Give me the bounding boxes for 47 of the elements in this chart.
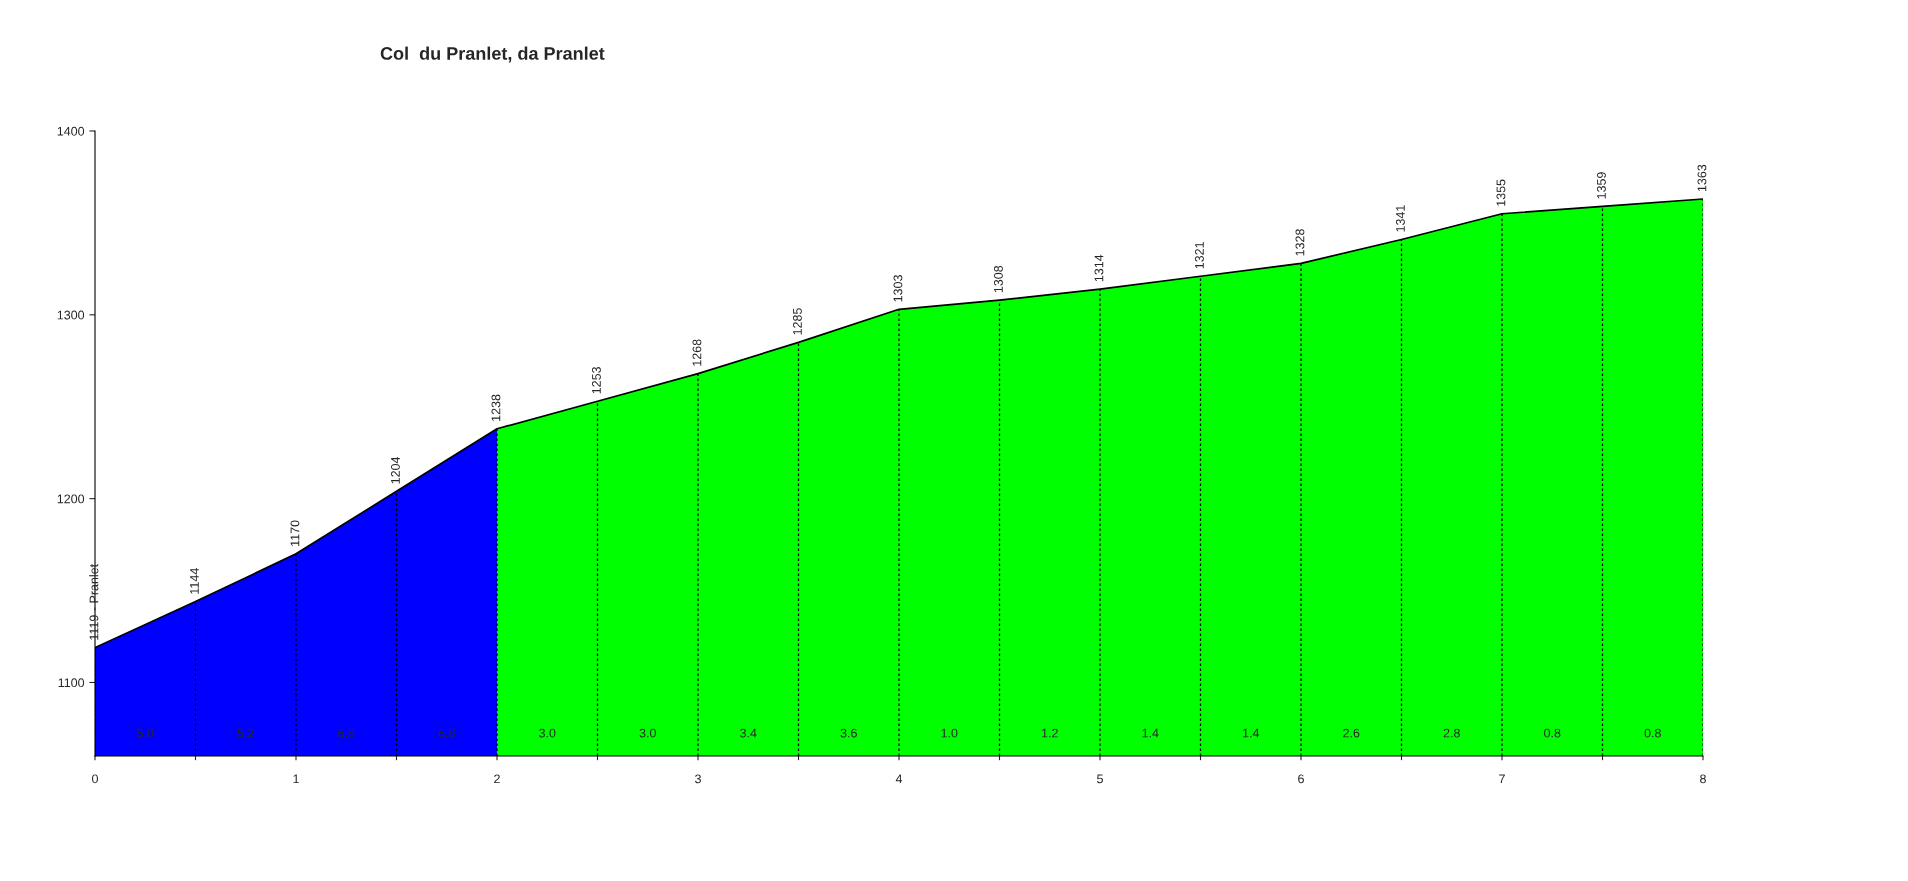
chart-title: Col du Pranlet, da Pranlet xyxy=(380,46,605,63)
annotation: 1.4 xyxy=(1243,728,1260,738)
annotation: 6.8 xyxy=(338,728,355,738)
data-label: 1285 xyxy=(793,308,802,335)
x-tick-label: 3 xyxy=(695,774,701,784)
x-tick-label: 8 xyxy=(1700,774,1706,784)
data-label: 1238 xyxy=(491,394,501,421)
annotation: 5.2 xyxy=(237,728,254,738)
x-tick-label: 7 xyxy=(1499,774,1505,784)
data-label: 1144 xyxy=(190,568,199,594)
data-label: 1328 xyxy=(1295,229,1305,256)
annotation: 6.8 xyxy=(438,728,455,738)
data-label: 1253 xyxy=(592,367,601,394)
data-label: 1170 xyxy=(290,520,300,546)
data-label: 1363 xyxy=(1697,164,1707,192)
data-label: 1314 xyxy=(1094,254,1104,282)
annotation: 0.8 xyxy=(1544,728,1561,738)
x-tick-label: 1 xyxy=(293,774,299,784)
data-label: 1308 xyxy=(994,265,1003,293)
data-label: 1355 xyxy=(1496,179,1506,206)
data-label: 1359 xyxy=(1597,172,1606,199)
x-tick-label: 5 xyxy=(1097,774,1103,784)
annotation: 3.0 xyxy=(539,728,556,738)
annotation: 5.0 xyxy=(137,728,154,738)
annotation: 0.8 xyxy=(1644,728,1661,738)
annotation: 2.6 xyxy=(1343,728,1360,738)
annotation: 1.0 xyxy=(941,728,958,738)
y-tick-label: 1200 xyxy=(57,494,85,504)
y-tick-label: 1100 xyxy=(58,678,85,688)
x-tick-label: 0 xyxy=(92,774,98,784)
annotation: 2.8 xyxy=(1443,728,1460,738)
y-tick-label: 1400 xyxy=(57,126,85,136)
x-tick-label: 2 xyxy=(494,774,500,784)
data-label: 1303 xyxy=(893,275,903,302)
x-tick-label: 6 xyxy=(1298,774,1304,784)
annotation: 1.4 xyxy=(1142,728,1159,738)
annotation: 3.0 xyxy=(639,728,656,738)
annotation: 3.4 xyxy=(740,728,757,738)
data-label: 1268 xyxy=(692,339,702,366)
annotation: 3.6 xyxy=(840,728,857,738)
data-label: 1119 - Pranlet xyxy=(89,564,99,640)
data-label: 1341 xyxy=(1396,205,1405,232)
annotation: 1.2 xyxy=(1042,728,1058,738)
x-tick-label: 4 xyxy=(895,774,903,784)
data-label: 1321 xyxy=(1195,242,1204,269)
data-label: 1204 xyxy=(391,456,400,484)
y-tick-label: 1300 xyxy=(57,310,85,320)
